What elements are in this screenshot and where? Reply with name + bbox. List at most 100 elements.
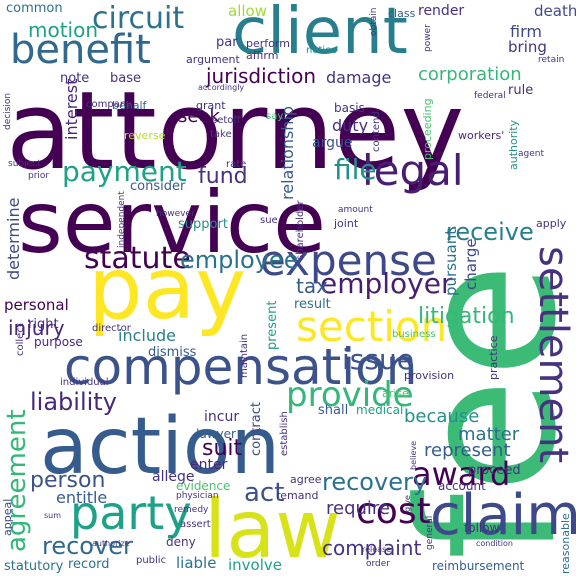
word-recovery: recovery — [322, 468, 428, 496]
word-consider: consider — [130, 179, 186, 194]
word-practice: practice — [487, 335, 500, 380]
word-behalf: behalf — [112, 99, 147, 112]
word-allege: allege — [152, 469, 195, 485]
word-enter: enter — [190, 457, 228, 473]
word-death: death — [534, 2, 576, 20]
word-sum: sum — [44, 511, 62, 520]
word-argument: argument — [186, 53, 240, 66]
word-determine: determine — [4, 197, 23, 280]
word-bring: bring — [508, 38, 547, 56]
word-receive: receive — [446, 218, 534, 246]
word-shall: shall — [318, 403, 349, 418]
word-authority: authority — [507, 119, 520, 170]
word-benefit: benefit — [10, 27, 151, 73]
word-party: party — [70, 486, 192, 540]
word-grant: grant — [196, 99, 226, 112]
word-personal: personal — [4, 296, 69, 314]
word-evidence: evidence — [176, 479, 231, 493]
word-pay: pay — [88, 239, 247, 339]
word-section: section — [296, 302, 448, 351]
word-retain: retain — [538, 55, 565, 65]
word-litigation: litigation — [418, 304, 515, 329]
word-complaint: complaint — [322, 536, 422, 560]
word-law: law — [204, 483, 341, 576]
word-payment: payment — [62, 155, 187, 188]
word-liability: liability — [30, 388, 117, 416]
word-because: because — [404, 406, 480, 427]
word-entitle: entitle — [56, 488, 108, 507]
word-assert: assert — [180, 519, 211, 530]
word-argue: argue — [312, 135, 353, 151]
word-arise: arise — [382, 387, 409, 400]
word-shareholder: shareholder — [295, 200, 306, 260]
word-accordingly: accordingly — [198, 83, 245, 92]
word-act: act — [244, 478, 285, 508]
word-maintain: maintain — [239, 333, 250, 378]
word-expense: expense — [260, 236, 437, 285]
word-duty: duty — [332, 116, 369, 135]
word-workers: workers' — [458, 129, 505, 142]
word-company: company — [86, 99, 133, 110]
word-basis: basis — [334, 101, 365, 115]
word-director: director — [92, 323, 131, 334]
word-support: support — [178, 217, 228, 232]
word-matter: matter — [458, 424, 520, 445]
word-agree: agree — [290, 473, 322, 486]
word-account: account — [438, 479, 486, 493]
word-amount: amount — [338, 205, 373, 215]
word-injury: injury — [8, 316, 65, 340]
word-allow: allow — [228, 2, 267, 20]
word-action: action — [40, 402, 281, 492]
word-say: say — [266, 111, 284, 122]
word-affirm: affirm — [246, 49, 279, 62]
word-order: order — [366, 559, 390, 569]
word-rate: rate — [226, 159, 247, 170]
word-require: require — [326, 498, 390, 519]
word-prior: prior — [28, 171, 50, 181]
word-claim: claim — [430, 483, 576, 548]
word-decision: decision — [3, 92, 13, 130]
word-lawyer: lawyer — [196, 427, 236, 441]
word-release: release — [362, 545, 392, 554]
word-attorney: attorney — [6, 69, 465, 194]
word-physician: physician — [176, 491, 219, 501]
word-appeal: appeal — [1, 498, 14, 536]
word-provide: provide — [286, 375, 414, 415]
word-authorize: authorize — [92, 539, 130, 548]
word-seek: seek — [178, 106, 220, 127]
word-issue: issue — [342, 343, 414, 376]
word-subject: subject — [8, 159, 41, 169]
word-jurisdiction: jurisdiction — [206, 64, 316, 88]
word-recover: recover — [42, 532, 133, 560]
word-incur: incur — [204, 409, 240, 425]
word-proceeding: proceeding — [421, 98, 434, 160]
word-perform: perform — [246, 37, 290, 50]
word-reverse: reverse — [124, 129, 166, 142]
word-corporation: corporation — [418, 64, 522, 85]
word-statutory: statutory — [4, 559, 64, 574]
word-cost: cost — [356, 491, 431, 532]
word-independent: independent — [117, 191, 127, 248]
word-par: par — [216, 35, 238, 50]
word-damage: damage — [326, 68, 392, 87]
word-deny: deny — [166, 535, 196, 549]
word-give: give — [403, 495, 412, 512]
word-joint: joint — [334, 217, 359, 230]
word-motion: motion — [28, 18, 99, 42]
word-power: power — [423, 24, 433, 52]
word-compensation: compensation — [64, 338, 418, 396]
word-contend: contend — [371, 111, 382, 152]
word-note: note — [60, 71, 90, 86]
word-employee: employee — [180, 246, 299, 274]
word-legal: legal — [362, 146, 464, 195]
word-present: present — [265, 300, 280, 350]
word-provision: provision — [404, 369, 455, 382]
word-apply: apply — [536, 217, 567, 230]
word-person: person — [30, 468, 106, 493]
word-establish: establish — [279, 411, 290, 456]
word-award: award — [412, 455, 511, 493]
word-charge: charge — [462, 238, 480, 290]
word-believe: believe — [409, 440, 418, 470]
word-purpose: purpose — [34, 335, 83, 349]
